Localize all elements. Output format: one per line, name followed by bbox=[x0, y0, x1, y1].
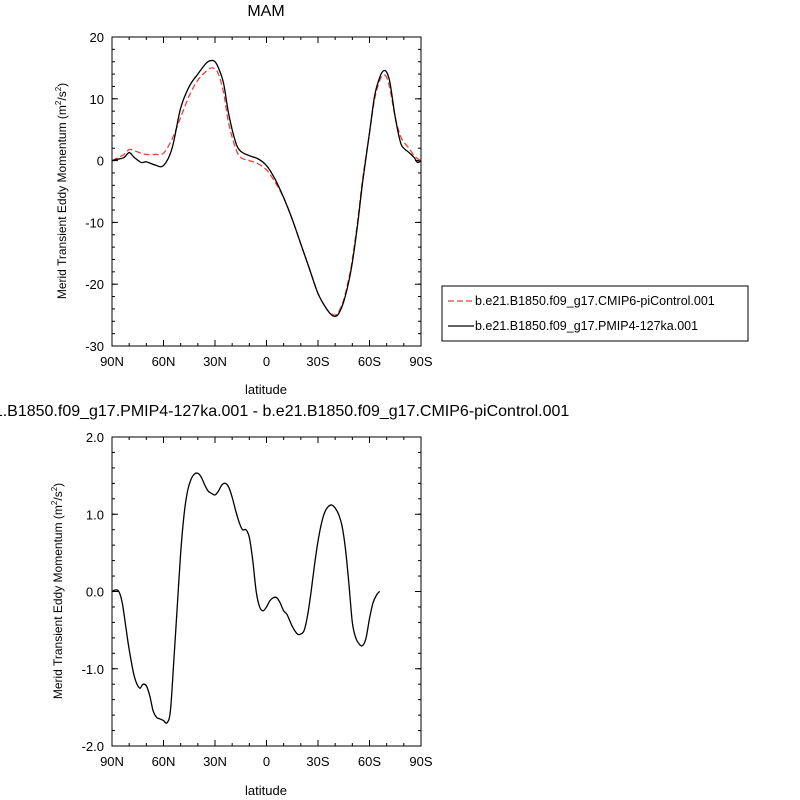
y-tick-label: 10 bbox=[90, 92, 104, 107]
bottom-y-axis-label: Merid Transient Eddy Momentum (m2/s2) bbox=[50, 483, 65, 699]
y-tick-label: 20 bbox=[90, 30, 104, 45]
legend-label-127ka: b.e21.B1850.f09_g17.PMIP4-127ka.001 bbox=[475, 319, 698, 333]
x-tick-label: 90N bbox=[100, 354, 124, 369]
y-tick-label: -2.0 bbox=[82, 739, 104, 754]
series-line-1-0 bbox=[111, 472, 381, 724]
x-tick-label: 0 bbox=[263, 754, 270, 769]
y-tick-label: 0.0 bbox=[86, 585, 104, 600]
y-tick-label: 1.0 bbox=[86, 507, 104, 522]
top-x-axis-label: latitude bbox=[245, 382, 287, 397]
x-tick-label: 0 bbox=[263, 354, 270, 369]
top-y-axis-label: Merid Transient Eddy Momentum (m2/s2) bbox=[54, 83, 69, 299]
y-tick-label: 2.0 bbox=[86, 430, 104, 445]
x-tick-label: 60S bbox=[358, 754, 381, 769]
x-tick-label: 30S bbox=[306, 354, 329, 369]
bottom-plot-frame bbox=[111, 436, 422, 747]
y-tick-label: -1.0 bbox=[82, 662, 104, 677]
x-tick-label: 30N bbox=[203, 754, 227, 769]
y-tick-label: -20 bbox=[85, 277, 104, 292]
x-tick-label: 30N bbox=[203, 354, 227, 369]
series-line-0-1 bbox=[111, 59, 422, 318]
top-plot-frame bbox=[111, 36, 422, 347]
series-line-0-0 bbox=[111, 67, 422, 316]
bottom-chart-title: b.e21.B1850.f09_g17.PMIP4-127ka.001 - b.… bbox=[0, 403, 569, 420]
x-tick-label: 60N bbox=[152, 354, 176, 369]
legend: b.e21.B1850.f09_g17.CMIP6-piControl.001 … bbox=[441, 285, 749, 342]
y-tick-label: 0 bbox=[97, 154, 104, 169]
x-tick-label: 90N bbox=[100, 754, 124, 769]
top-series-lines bbox=[111, 59, 422, 318]
x-tick-label: 30S bbox=[306, 754, 329, 769]
legend-label-piControl: b.e21.B1850.f09_g17.CMIP6-piControl.001 bbox=[475, 294, 715, 308]
top-ticks: 90N 60N 30N 0 30S 60S 90S 20 10 0 -10 -20 -30 bbox=[85, 30, 433, 369]
bottom-series-lines bbox=[111, 472, 381, 724]
x-tick-label: 90S bbox=[409, 354, 432, 369]
legend-box bbox=[441, 285, 749, 342]
y-tick-label: -10 bbox=[85, 215, 104, 230]
bottom-x-axis-label: latitude bbox=[245, 783, 287, 798]
bottom-ticks: 90N 60N 30N 0 30S 60S 90S 2.0 1.0 0.0 -1.0 -2.0 bbox=[82, 430, 433, 769]
x-tick-label: 90S bbox=[409, 754, 432, 769]
top-chart-title: MAM bbox=[247, 3, 284, 20]
x-tick-label: 60N bbox=[152, 754, 176, 769]
bottom-panel: b.e21.B1850.f09_g17.PMIP4-127ka.001 - b.… bbox=[0, 403, 569, 798]
y-tick-label: -30 bbox=[85, 339, 104, 354]
x-tick-label: 60S bbox=[358, 354, 381, 369]
top-panel: MAM 90N 60N 30N 0 30S 60S 90S 20 10 0 -10 -20 -30 la… bbox=[54, 3, 749, 397]
